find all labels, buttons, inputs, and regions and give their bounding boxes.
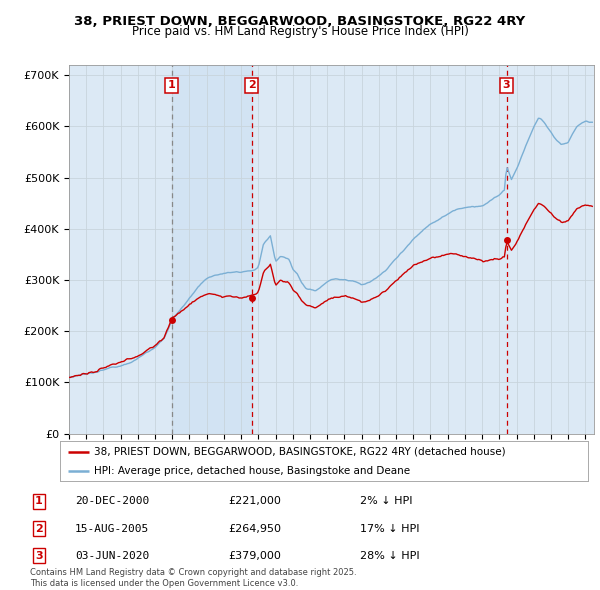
Text: 17% ↓ HPI: 17% ↓ HPI (360, 523, 419, 533)
Text: 38, PRIEST DOWN, BEGGARWOOD, BASINGSTOKE, RG22 4RY: 38, PRIEST DOWN, BEGGARWOOD, BASINGSTOKE… (74, 15, 526, 28)
Text: Price paid vs. HM Land Registry's House Price Index (HPI): Price paid vs. HM Land Registry's House … (131, 25, 469, 38)
Text: 2: 2 (248, 80, 256, 90)
Text: 15-AUG-2005: 15-AUG-2005 (75, 523, 149, 533)
Text: £221,000: £221,000 (228, 496, 281, 506)
Text: 3: 3 (503, 80, 511, 90)
Text: £379,000: £379,000 (228, 550, 281, 560)
Text: HPI: Average price, detached house, Basingstoke and Deane: HPI: Average price, detached house, Basi… (94, 466, 410, 476)
Text: 03-JUN-2020: 03-JUN-2020 (75, 550, 149, 560)
Text: 3: 3 (35, 550, 43, 560)
Text: 1: 1 (35, 496, 43, 506)
Text: 1: 1 (168, 80, 176, 90)
Text: 20-DEC-2000: 20-DEC-2000 (75, 496, 149, 506)
Text: 38, PRIEST DOWN, BEGGARWOOD, BASINGSTOKE, RG22 4RY (detached house): 38, PRIEST DOWN, BEGGARWOOD, BASINGSTOKE… (94, 447, 506, 457)
Bar (172, 65, 252, 434)
Text: £264,950: £264,950 (228, 523, 281, 533)
Text: Contains HM Land Registry data © Crown copyright and database right 2025.
This d: Contains HM Land Registry data © Crown c… (30, 568, 356, 588)
Text: 28% ↓ HPI: 28% ↓ HPI (360, 550, 419, 560)
Text: 2: 2 (35, 523, 43, 533)
Text: 2% ↓ HPI: 2% ↓ HPI (360, 496, 413, 506)
